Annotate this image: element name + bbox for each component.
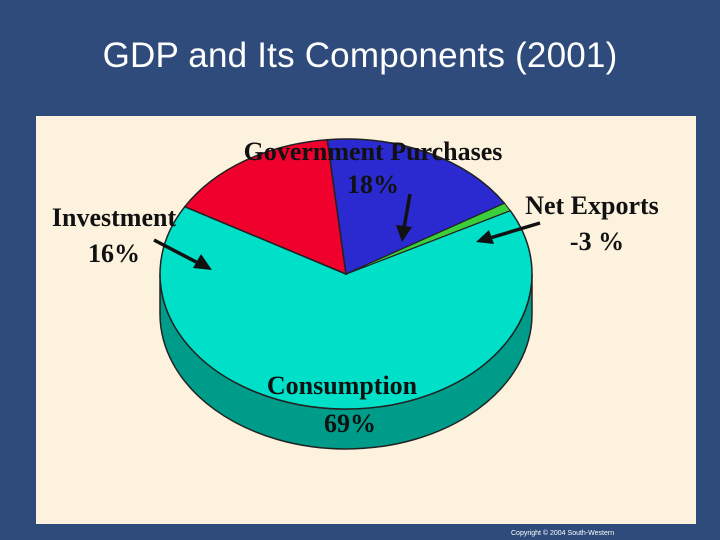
slice-government-purchases <box>326 138 506 276</box>
slice-consumption <box>159 205 533 410</box>
arrow-investment <box>153 238 212 270</box>
label-investment: Investment <box>52 203 177 232</box>
slice-net-exports <box>345 202 511 275</box>
value-net-exports: -3 % <box>570 227 624 256</box>
slide-title: GDP and Its Components (2001) <box>102 36 618 75</box>
value-consumption: 69% <box>324 409 376 438</box>
arrow-net-exports <box>476 221 541 244</box>
slice-investment <box>183 138 347 276</box>
label-net-exports: Net Exports <box>525 191 659 220</box>
value-investment: 16% <box>88 239 140 268</box>
copyright-notice: Copyright © 2004 South-Western <box>511 530 615 537</box>
value-government-purchases: 18% <box>347 170 399 199</box>
label-government-purchases: Government Purchases <box>244 137 503 166</box>
label-consumption: Consumption <box>267 371 418 400</box>
arrow-government-purchases <box>396 193 412 242</box>
